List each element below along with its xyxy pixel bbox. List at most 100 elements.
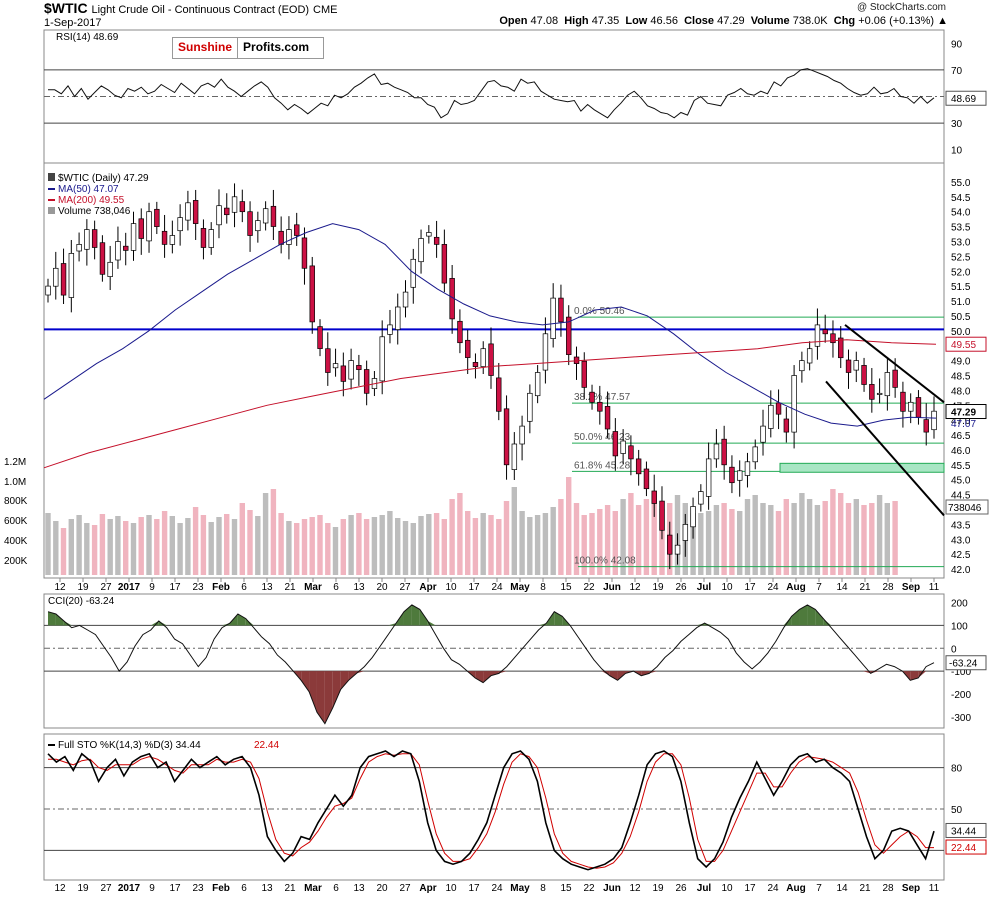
candle-body — [379, 336, 385, 382]
candle-body — [628, 445, 634, 460]
candle-body — [115, 241, 121, 261]
sto-x-label: 19 — [652, 883, 664, 894]
cci-overbought-fill — [419, 609, 428, 626]
volume-bar — [884, 503, 890, 575]
sto-x-label: Apr — [419, 883, 436, 894]
legend-ma50: MA(50) 47.07 — [58, 184, 119, 195]
volume-bar — [744, 499, 751, 575]
volume-bar — [845, 503, 852, 575]
open-value: 47.08 — [530, 15, 559, 27]
cci-overbought-fill — [799, 604, 808, 626]
sto-x-label: 26 — [675, 883, 687, 894]
cci-oversold-fill — [316, 671, 325, 724]
candle-body — [845, 359, 852, 373]
candle-body — [239, 201, 246, 213]
volume-bar — [783, 499, 789, 575]
volume-bar — [154, 519, 160, 575]
cci-tick-label: -100 — [951, 667, 971, 678]
candle-body — [705, 458, 712, 497]
volume-bar — [814, 505, 821, 575]
candle-body — [713, 443, 720, 460]
cci-tick-label: 200 — [951, 599, 968, 610]
candle-body — [99, 242, 106, 275]
sto-d-value: 22.44 — [951, 843, 976, 854]
price-x-label: May — [510, 582, 530, 593]
price-tick-label: 42.0 — [951, 565, 971, 576]
cci-oversold-fill — [609, 671, 618, 681]
sto-x-label: 17 — [468, 883, 480, 894]
price-tick-label: 53.5 — [951, 223, 971, 234]
cci-tick-label: 100 — [951, 621, 968, 632]
open-label: Open — [499, 15, 528, 27]
volume-bar — [628, 493, 634, 575]
candle-body — [68, 253, 75, 298]
price-x-label: 28 — [882, 582, 894, 593]
volume-bar — [363, 519, 370, 575]
volume-bar — [635, 505, 642, 575]
close-label: Close — [684, 15, 715, 27]
ohlc-summary: Open 47.08 High 47.35 Low 46.56 Close 47… — [499, 15, 948, 27]
price-tick-label: 51.5 — [951, 282, 971, 293]
volume-bar — [247, 510, 253, 575]
candle-body — [682, 524, 689, 541]
sto-x-label: 28 — [882, 883, 894, 894]
price-tick-label: 46.0 — [951, 446, 971, 457]
volume-bar — [208, 522, 214, 575]
sto-x-label: 24 — [767, 883, 779, 894]
close-value-label: 47.29 — [951, 408, 976, 419]
volume-bar — [527, 517, 533, 575]
volume-bar — [690, 513, 696, 575]
volume-bar — [620, 499, 626, 575]
candle-body — [480, 348, 486, 367]
volume-tick-label: 1.0M — [4, 477, 26, 488]
candle-body — [107, 261, 113, 277]
sto-x-label: 21 — [284, 883, 296, 894]
price-tick-label: 54.0 — [951, 208, 971, 219]
candle-body — [177, 217, 183, 232]
price-x-label: 11 — [929, 582, 940, 593]
candle-body — [651, 490, 657, 504]
sto-x-label: 13 — [261, 883, 273, 894]
volume-bar — [558, 499, 564, 575]
volume-bar — [853, 499, 859, 575]
symbol: $WTIC — [44, 0, 88, 16]
sto-x-label: 6 — [241, 883, 247, 894]
candle-body — [667, 534, 673, 555]
volume-bar — [869, 503, 875, 575]
support-zone — [779, 462, 945, 473]
price-x-label: 6 — [333, 582, 339, 593]
chart-title: $WTIC Light Crude Oil - Continuous Contr… — [44, 0, 337, 16]
sto-x-label: 27 — [100, 883, 112, 894]
volume-bar — [651, 491, 657, 575]
close-value: 47.29 — [717, 15, 745, 27]
price-x-label: Mar — [304, 582, 322, 593]
sto-d-line — [48, 753, 934, 869]
volume-bar — [177, 523, 183, 575]
cci-legend: CCI(20) -63.24 — [48, 596, 115, 607]
candle-body — [154, 208, 160, 227]
volume-bar — [659, 509, 665, 575]
candle-body — [161, 230, 168, 245]
price-panel — [43, 162, 945, 579]
volume-bar — [643, 499, 650, 575]
candle-body — [721, 438, 727, 466]
sto-x-label: 9 — [149, 883, 155, 894]
legend-volume-swatch — [48, 207, 55, 214]
price-x-label: 27 — [399, 582, 411, 593]
cci-overbought-fill — [411, 604, 420, 626]
cci-overbought-fill — [388, 623, 397, 626]
volume-bar — [107, 519, 113, 575]
price-tick-label: 50.5 — [951, 312, 971, 323]
sto-x-label: 13 — [353, 883, 365, 894]
candle-body — [597, 401, 603, 412]
sunshine-profits-logo[interactable]: Sunshine Profits.com — [172, 37, 324, 59]
candle-body — [76, 244, 82, 252]
rsi-line — [48, 68, 935, 119]
price-tick-label: 46.5 — [951, 431, 971, 442]
price-x-label: 22 — [583, 582, 595, 593]
candle-body — [527, 392, 533, 422]
candle-body — [496, 377, 502, 412]
price-x-label: 17 — [744, 582, 756, 593]
volume-bar — [325, 523, 331, 575]
volume-bar — [99, 514, 106, 575]
